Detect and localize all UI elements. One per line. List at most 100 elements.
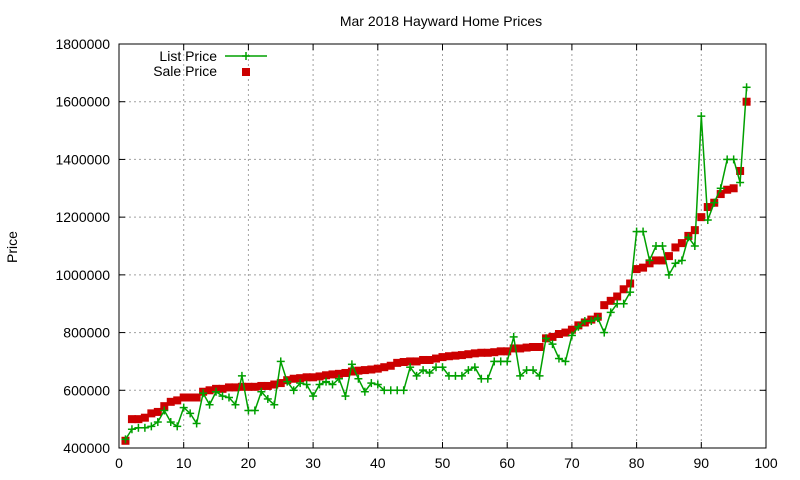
list-price-point xyxy=(399,386,408,395)
sale-price-point xyxy=(192,393,201,402)
list-price-point xyxy=(529,366,538,375)
x-tick-label: 90 xyxy=(694,455,710,471)
sale-price-point xyxy=(522,343,531,352)
x-tick-label: 100 xyxy=(754,455,778,471)
sale-price-point xyxy=(367,365,376,374)
list-price-point xyxy=(289,386,298,395)
list-price-point xyxy=(535,371,544,380)
list-price-point xyxy=(263,394,272,403)
list-price-point xyxy=(567,331,576,340)
list-price-point xyxy=(658,242,667,250)
x-tick-label: 40 xyxy=(370,455,386,471)
x-tick-label: 10 xyxy=(176,455,192,471)
list-price-point xyxy=(593,314,602,323)
list-price-point xyxy=(199,389,208,398)
sale-price-point xyxy=(470,349,479,358)
x-tick-label: 70 xyxy=(564,455,580,471)
sale-price-point xyxy=(664,252,673,261)
sale-price-point xyxy=(244,382,253,391)
list-price-point xyxy=(186,409,195,418)
sale-price-point xyxy=(619,285,628,294)
list-price-point xyxy=(237,371,246,380)
sale-price-point xyxy=(606,296,615,305)
list-price-point xyxy=(503,357,512,366)
sale-price-point xyxy=(173,396,182,405)
list-price-point xyxy=(587,317,596,326)
sale-price-point xyxy=(451,351,460,360)
sale-price-point xyxy=(153,407,162,416)
sale-price-point xyxy=(600,301,609,310)
list-price-point xyxy=(406,363,415,372)
list-price-point xyxy=(205,400,214,409)
y-tick-label: 1800000 xyxy=(55,36,110,52)
sale-price-point xyxy=(393,358,402,367)
y-axis-label: Price xyxy=(4,231,20,263)
sale-price-point xyxy=(554,330,563,339)
sale-price-point xyxy=(140,413,149,422)
list-price-point xyxy=(729,155,738,164)
sale-price-point xyxy=(632,265,641,274)
sale-price-point xyxy=(328,370,337,379)
series-layer xyxy=(121,83,751,445)
sale-price-point xyxy=(296,374,305,383)
sale-price-point xyxy=(677,239,686,248)
list-price-point xyxy=(373,380,382,389)
x-tick-label: 30 xyxy=(305,455,321,471)
list-price-point xyxy=(334,374,343,383)
sale-price-point xyxy=(503,347,512,356)
sale-price-point xyxy=(354,366,363,375)
list-price-point xyxy=(574,322,583,331)
sale-price-point xyxy=(425,355,434,364)
sale-price-point xyxy=(716,190,725,199)
sale-price-point xyxy=(723,185,732,194)
sale-price-point xyxy=(205,386,214,395)
sale-price-point xyxy=(250,382,259,391)
sale-price-point xyxy=(231,383,240,392)
sale-price-point xyxy=(373,364,382,373)
sale-price-point xyxy=(263,381,272,390)
sale-price-point xyxy=(347,367,356,376)
sale-price-point xyxy=(438,353,447,362)
sale-price-point xyxy=(276,379,285,388)
list-price-point xyxy=(736,178,745,187)
sale-price-point xyxy=(457,351,466,360)
sale-price-point xyxy=(490,348,499,357)
sale-price-point xyxy=(270,380,279,389)
list-price-point xyxy=(192,419,201,428)
y-tick-label: 1000000 xyxy=(55,267,110,283)
list-price-point xyxy=(153,418,162,427)
list-price-point xyxy=(127,425,136,434)
list-price-point xyxy=(328,380,337,389)
sale-price-point xyxy=(703,203,712,212)
sale-price-point xyxy=(529,343,538,351)
sale-price-point xyxy=(147,409,156,418)
sale-price-point xyxy=(386,361,395,370)
axis-ticks: 0 10 20 30 40 50 60 70 80 90 100 400000 600000 800000… xyxy=(55,36,777,471)
x-tick-label: 80 xyxy=(629,455,645,471)
list-price-point xyxy=(347,360,356,369)
sale-price-point xyxy=(697,213,706,222)
sale-price-point xyxy=(496,347,505,356)
list-price-point xyxy=(470,363,479,372)
list-price-point xyxy=(224,393,233,402)
list-price-point xyxy=(626,288,635,297)
list-price-point xyxy=(296,379,305,388)
sale-price-point xyxy=(341,368,350,377)
sale-price-point xyxy=(477,348,486,357)
list-price-point xyxy=(147,422,156,431)
list-price-point xyxy=(561,357,570,366)
sale-price-point xyxy=(380,363,389,372)
sale-price-point xyxy=(626,279,635,288)
list-price-point xyxy=(464,366,473,375)
list-price-point xyxy=(140,423,149,432)
list-price-point xyxy=(250,406,259,415)
x-tick-label: 60 xyxy=(499,455,515,471)
sale-price-point xyxy=(237,382,246,391)
sale-price-point xyxy=(548,332,557,341)
list-price-point xyxy=(716,184,725,193)
sale-price-point xyxy=(567,325,576,334)
list-price-point xyxy=(438,363,447,372)
list-price-point xyxy=(315,380,324,389)
sale-price-point xyxy=(535,343,544,351)
